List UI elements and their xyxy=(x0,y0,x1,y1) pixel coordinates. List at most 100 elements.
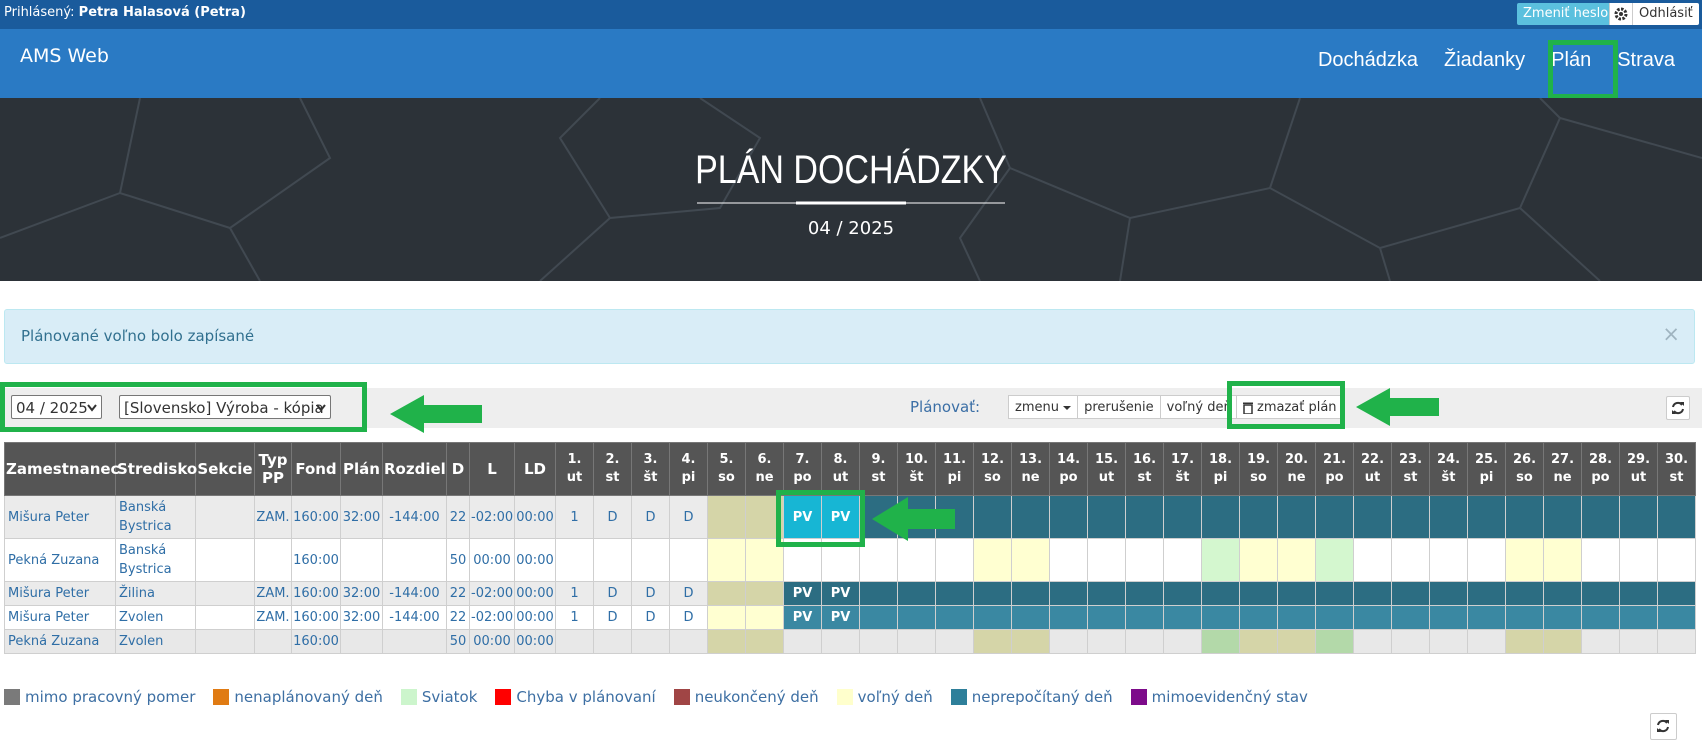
day-cell[interactable] xyxy=(1087,581,1126,606)
day-cell[interactable] xyxy=(1125,605,1164,630)
link-cell[interactable]: Banská Bystrica xyxy=(115,495,196,539)
center-select[interactable]: [Slovensko] Výroba - kópia xyxy=(119,395,331,419)
day-cell[interactable] xyxy=(1657,495,1696,539)
refresh-button[interactable] xyxy=(1666,396,1690,420)
day-cell[interactable] xyxy=(593,538,632,582)
day-cell[interactable]: 1 xyxy=(555,581,594,606)
day-cell[interactable] xyxy=(1049,538,1088,582)
day-cell[interactable] xyxy=(1657,629,1696,654)
day-cell[interactable] xyxy=(859,538,898,582)
day-cell[interactable] xyxy=(555,629,594,654)
day-cell[interactable] xyxy=(1125,629,1164,654)
link-cell[interactable]: Mišura Peter xyxy=(4,495,116,539)
day-cell[interactable] xyxy=(631,629,670,654)
day-cell[interactable] xyxy=(1011,581,1050,606)
day-cell[interactable] xyxy=(1163,605,1202,630)
day-cell[interactable] xyxy=(1239,629,1278,654)
logout-button[interactable]: Odhlásiť xyxy=(1632,3,1699,25)
day-cell[interactable] xyxy=(1125,581,1164,606)
day-cell[interactable] xyxy=(1239,495,1278,539)
day-cell[interactable] xyxy=(973,629,1012,654)
day-cell[interactable]: D xyxy=(631,605,670,630)
day-cell[interactable] xyxy=(1239,538,1278,582)
day-cell[interactable] xyxy=(935,629,974,654)
day-cell[interactable] xyxy=(1353,538,1392,582)
settings-button[interactable] xyxy=(1609,3,1632,25)
day-cell[interactable] xyxy=(1201,581,1240,606)
day-cell[interactable] xyxy=(707,538,746,582)
day-cell[interactable] xyxy=(973,581,1012,606)
link-cell[interactable]: Žilina xyxy=(115,581,196,606)
day-cell[interactable] xyxy=(1353,581,1392,606)
day-cell[interactable] xyxy=(1277,495,1316,539)
day-cell[interactable] xyxy=(859,629,898,654)
day-cell[interactable] xyxy=(1657,538,1696,582)
day-cell[interactable] xyxy=(1353,605,1392,630)
day-cell[interactable] xyxy=(707,605,746,630)
nav-item[interactable]: Plán xyxy=(1551,49,1592,71)
day-cell[interactable] xyxy=(1277,538,1316,582)
day-cell[interactable]: D xyxy=(593,495,632,539)
day-cell[interactable] xyxy=(1391,605,1430,630)
plan-shift-button[interactable]: zmenu xyxy=(1008,395,1079,419)
day-cell[interactable] xyxy=(1201,538,1240,582)
day-cell[interactable] xyxy=(1315,581,1354,606)
day-cell[interactable] xyxy=(1353,495,1392,539)
day-cell[interactable]: 1 xyxy=(555,605,594,630)
day-cell[interactable] xyxy=(1011,495,1050,539)
day-cell[interactable] xyxy=(1619,538,1658,582)
day-cell[interactable] xyxy=(555,538,594,582)
day-cell[interactable] xyxy=(1429,538,1468,582)
day-cell[interactable] xyxy=(1353,629,1392,654)
day-cell[interactable] xyxy=(1505,538,1544,582)
day-cell[interactable] xyxy=(1543,581,1582,606)
day-cell[interactable] xyxy=(1011,538,1050,582)
day-cell[interactable]: D xyxy=(593,581,632,606)
day-cell[interactable]: D xyxy=(669,605,708,630)
day-cell[interactable] xyxy=(1467,629,1506,654)
day-cell[interactable] xyxy=(1239,605,1278,630)
day-cell[interactable] xyxy=(935,581,974,606)
day-cell[interactable] xyxy=(821,629,860,654)
day-cell[interactable] xyxy=(707,581,746,606)
month-select[interactable]: 04 / 2025 xyxy=(11,395,102,419)
day-cell[interactable] xyxy=(935,538,974,582)
refresh-button[interactable] xyxy=(1650,713,1677,740)
day-cell[interactable] xyxy=(1087,629,1126,654)
day-cell[interactable] xyxy=(1391,495,1430,539)
day-cell[interactable] xyxy=(1011,605,1050,630)
day-cell[interactable] xyxy=(1239,581,1278,606)
day-cell[interactable] xyxy=(1581,495,1620,539)
day-cell[interactable] xyxy=(631,538,670,582)
day-cell[interactable]: D xyxy=(631,581,670,606)
day-cell[interactable] xyxy=(1163,629,1202,654)
day-cell[interactable] xyxy=(897,605,936,630)
alert-close[interactable]: × xyxy=(1662,322,1680,346)
day-cell[interactable] xyxy=(859,581,898,606)
day-cell[interactable] xyxy=(1429,605,1468,630)
day-cell[interactable] xyxy=(1163,495,1202,539)
day-cell[interactable] xyxy=(1277,581,1316,606)
day-cell[interactable] xyxy=(1543,495,1582,539)
day-cell[interactable] xyxy=(897,629,936,654)
day-cell[interactable] xyxy=(1657,581,1696,606)
day-cell[interactable] xyxy=(1391,581,1430,606)
day-cell[interactable] xyxy=(1505,629,1544,654)
change-password-button[interactable]: Zmeniť heslo xyxy=(1517,3,1615,25)
link-cell[interactable]: Zvolen xyxy=(115,605,196,630)
day-cell[interactable] xyxy=(745,581,784,606)
day-cell[interactable] xyxy=(1581,605,1620,630)
day-cell[interactable] xyxy=(935,605,974,630)
day-cell[interactable] xyxy=(669,629,708,654)
day-cell[interactable] xyxy=(1163,581,1202,606)
link-cell[interactable]: Banská Bystrica xyxy=(115,538,196,582)
day-cell[interactable] xyxy=(593,629,632,654)
day-cell[interactable] xyxy=(1049,629,1088,654)
day-cell[interactable]: PV xyxy=(821,581,860,606)
day-cell[interactable] xyxy=(859,605,898,630)
day-cell[interactable] xyxy=(1049,495,1088,539)
day-cell[interactable] xyxy=(1467,605,1506,630)
plan-free-day-button[interactable]: voľný deň xyxy=(1159,395,1239,419)
day-cell[interactable] xyxy=(1315,495,1354,539)
link-cell[interactable]: Pekná Zuzana xyxy=(4,538,116,582)
